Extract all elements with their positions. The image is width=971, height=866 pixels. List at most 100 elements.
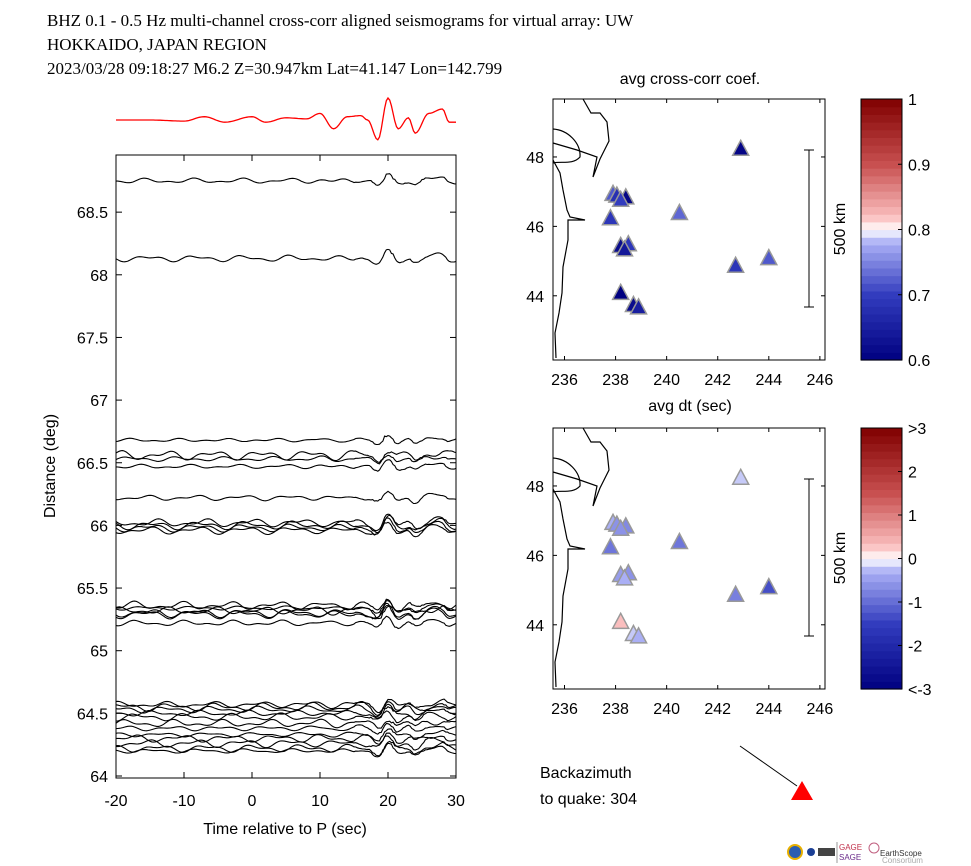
seismogram-trace bbox=[115, 723, 457, 735]
colorbar-band bbox=[861, 642, 902, 652]
colorbar-tick-label: -2 bbox=[908, 639, 922, 656]
colorbar-band bbox=[861, 183, 902, 192]
colorbar-band bbox=[861, 168, 902, 177]
station-marker bbox=[615, 568, 634, 586]
seismogram-trace bbox=[115, 248, 457, 265]
colorbar-band bbox=[861, 344, 902, 353]
earthscope-logo: EarthScope bbox=[880, 849, 922, 858]
colorbar-band bbox=[861, 137, 902, 146]
colorbar-band bbox=[861, 152, 902, 162]
y-tick-label: 65.5 bbox=[77, 581, 108, 598]
colorbar-band bbox=[861, 673, 902, 682]
colorbar-band bbox=[861, 313, 902, 323]
seismogram-trace bbox=[115, 718, 457, 729]
colorbar-tick-label: 1 bbox=[908, 92, 917, 109]
map1-x-label: avg dt (sec) bbox=[648, 398, 732, 415]
colorbar-band bbox=[861, 627, 902, 636]
y-tick-label: 66.5 bbox=[77, 456, 108, 473]
colorbar-band bbox=[861, 527, 902, 537]
station-marker bbox=[726, 255, 745, 273]
seismogram-trace bbox=[116, 732, 457, 745]
nsf-logo bbox=[787, 844, 803, 860]
seismogram-trace bbox=[115, 742, 457, 758]
station-marker bbox=[726, 584, 745, 602]
map-frame bbox=[552, 427, 826, 690]
map-y-tick-label: 44 bbox=[526, 618, 544, 635]
colorbar-band bbox=[861, 114, 902, 123]
colorbar-band bbox=[861, 512, 902, 521]
x-tick-label: -20 bbox=[104, 793, 127, 810]
map1-title: avg cross-corr coef. bbox=[620, 71, 760, 88]
colorbar-band bbox=[861, 520, 902, 529]
seismogram-trace bbox=[115, 514, 457, 534]
colorbar-band bbox=[861, 306, 902, 315]
scale-bar bbox=[804, 478, 814, 637]
seismogram-trace bbox=[115, 435, 457, 446]
y-tick-label: 64 bbox=[90, 769, 108, 786]
map-x-tick-label: 238 bbox=[602, 701, 629, 718]
colorbar-band bbox=[861, 99, 902, 108]
colorbar-band bbox=[861, 558, 902, 567]
coastline-segment bbox=[552, 427, 610, 507]
map-x-tick-label: 236 bbox=[551, 372, 578, 389]
colorbar-band bbox=[861, 198, 902, 208]
map-x-tick-label: 244 bbox=[755, 372, 782, 389]
map-y-tick-label: 48 bbox=[526, 150, 544, 167]
colorbar-band bbox=[861, 504, 902, 514]
colorbar-tick-label: 1 bbox=[908, 508, 917, 525]
coastline-segment bbox=[552, 159, 586, 359]
seismogram-trace bbox=[115, 703, 457, 718]
colorbar-band bbox=[861, 237, 902, 246]
seismogram-trace bbox=[116, 490, 457, 505]
colorbar-band bbox=[861, 650, 902, 659]
station-marker bbox=[731, 467, 750, 486]
colorbar-band bbox=[861, 658, 902, 667]
colorbar-band bbox=[861, 497, 902, 506]
map-y-tick-label: 46 bbox=[526, 548, 544, 565]
coastline-segment bbox=[552, 98, 610, 178]
colorbar-band bbox=[861, 596, 902, 606]
seismogram-trace bbox=[115, 454, 457, 465]
x-tick-label: -10 bbox=[172, 793, 195, 810]
colorbar-band bbox=[861, 612, 902, 621]
seismogram-trace bbox=[115, 710, 457, 724]
map-x-tick-label: 238 bbox=[602, 372, 629, 389]
colorbar-band bbox=[861, 535, 902, 544]
scale-bar-label: 500 km bbox=[832, 203, 849, 255]
colorbar-band bbox=[861, 290, 902, 300]
map-x-tick-label: 240 bbox=[653, 372, 680, 389]
y-axis-label: Distance (deg) bbox=[42, 414, 59, 518]
station-marker bbox=[731, 138, 750, 157]
colorbar-band bbox=[861, 321, 902, 330]
station-marker bbox=[759, 248, 779, 266]
colorbar-band bbox=[861, 443, 902, 452]
coastline-segment bbox=[552, 488, 586, 688]
seismogram-trace bbox=[115, 604, 457, 620]
colorbar-band bbox=[861, 589, 902, 598]
colorbar-band bbox=[861, 260, 902, 269]
seismogram-trace bbox=[115, 735, 457, 751]
earthscope-emblem bbox=[868, 842, 880, 854]
seismogram-trace bbox=[115, 604, 457, 620]
colorbar-band bbox=[861, 451, 902, 460]
colorbar-band bbox=[861, 550, 902, 560]
map-x-tick-label: 236 bbox=[551, 701, 578, 718]
colorbar: 0.6 0.7 0.8 0.9 1 bbox=[860, 92, 930, 370]
colorbar-band bbox=[861, 581, 902, 590]
station-marker bbox=[611, 282, 630, 301]
map-x-tick-label: 242 bbox=[704, 372, 731, 389]
map-y-tick-label: 48 bbox=[526, 479, 544, 496]
y-tick-label: 68.5 bbox=[77, 205, 108, 222]
colorbar-tick-label: 0.9 bbox=[908, 157, 930, 174]
record-section-plot: -20 -10 0 10 20 30 64 64.5 65 65.5 66 66.5 67 67.5 68 6… bbox=[77, 155, 465, 810]
colorbar-band bbox=[861, 252, 902, 261]
colorbar-tick-label: 0.6 bbox=[908, 353, 930, 370]
stacked-trace bbox=[116, 96, 456, 141]
dt-map: 236 238 240 242 244 246 44 46 48 500 km <-3 -2 -1 0 1 2… bbox=[526, 421, 931, 718]
colorbar-tick-label: 2 bbox=[908, 465, 917, 482]
backazimuth-arrow bbox=[739, 745, 798, 787]
station-marker bbox=[615, 239, 634, 257]
map-x-tick-label: 242 bbox=[704, 701, 731, 718]
colorbar-band bbox=[861, 352, 902, 361]
scale-bar bbox=[804, 149, 814, 308]
